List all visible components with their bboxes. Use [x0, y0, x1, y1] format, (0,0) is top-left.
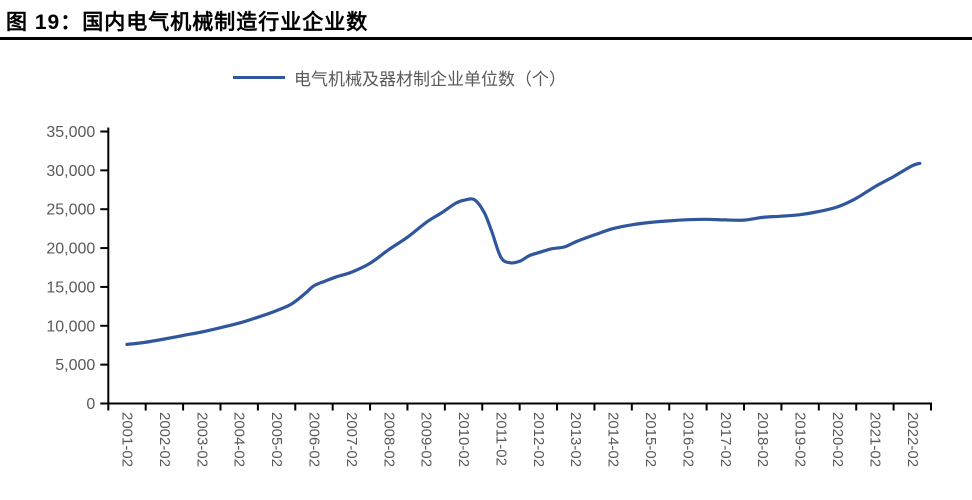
x-tick-label: 2008-02 [380, 412, 397, 467]
figure-title: 图 19：国内电气机械制造行业企业数 [6, 11, 369, 34]
title-rule [0, 37, 972, 40]
x-tick-label: 2019-02 [792, 412, 809, 467]
x-tick-label: 2015-02 [642, 412, 659, 467]
y-tick-label: 30,000 [46, 163, 95, 180]
x-tick-label: 2005-02 [268, 412, 285, 467]
y-tick-label: 35,000 [46, 124, 95, 141]
x-tick-label: 2007-02 [343, 412, 360, 467]
x-tick-label: 2006-02 [305, 412, 322, 467]
x-tick-label: 2002-02 [156, 412, 173, 467]
y-tick-label: 0 [86, 396, 95, 413]
legend-label: 电气机械及器材制企业单位数（个） [294, 69, 566, 89]
x-tick-label: 2001-02 [118, 412, 135, 467]
x-tick-label: 2017-02 [717, 412, 734, 467]
x-tick-label: 2020-02 [829, 412, 846, 467]
y-tick-label: 10,000 [46, 318, 95, 335]
legend-line-swatch [233, 75, 285, 79]
x-tick-label: 2018-02 [754, 412, 771, 467]
x-tick-label: 2012-02 [530, 412, 547, 467]
series-line [125, 161, 922, 346]
x-tick-label: 2013-02 [567, 412, 584, 467]
y-tick-label: 15,000 [46, 279, 95, 296]
x-tick-label: 2010-02 [455, 412, 472, 467]
x-tick-label: 2003-02 [193, 412, 210, 467]
x-tick-label: 2009-02 [418, 412, 435, 467]
y-tick-label: 25,000 [46, 202, 95, 219]
x-tick-label: 2014-02 [605, 412, 622, 467]
x-tick-label: 2016-02 [679, 412, 696, 467]
y-tick-label: 20,000 [46, 241, 95, 258]
x-tick-label: 2021-02 [866, 412, 883, 467]
y-tick-label: 5,000 [55, 357, 95, 374]
legend: 电气机械及器材制企业单位数（个） [233, 64, 566, 90]
x-tick-label: 2004-02 [231, 412, 248, 467]
x-tick-label: 2022-02 [904, 412, 921, 467]
x-tick-label: 2011-02 [492, 412, 509, 466]
